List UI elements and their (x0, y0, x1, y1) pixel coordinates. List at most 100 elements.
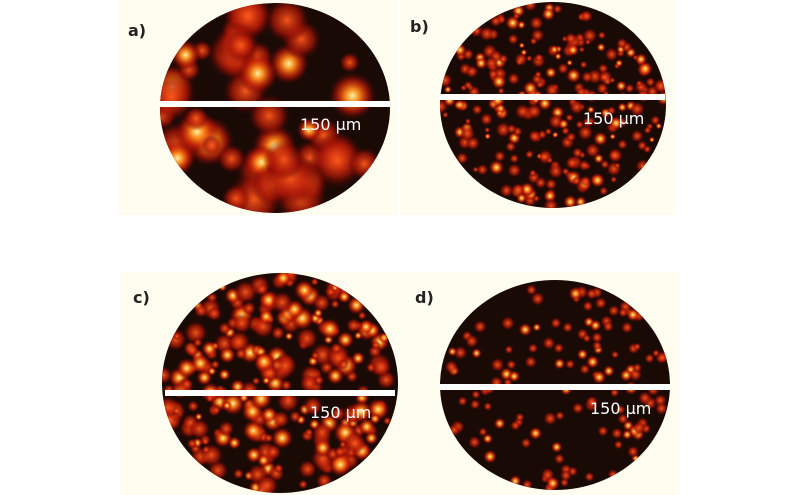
spot (545, 476, 560, 490)
spot (526, 55, 533, 62)
spot (518, 322, 532, 337)
spot (530, 291, 545, 306)
spot (227, 330, 251, 354)
spot (330, 342, 343, 355)
spot (510, 420, 521, 431)
spot (655, 122, 663, 130)
spot (565, 113, 574, 122)
spot (534, 70, 542, 79)
spot (353, 331, 363, 340)
spot (507, 163, 522, 178)
spot (518, 42, 525, 49)
spot (582, 333, 592, 343)
spot (609, 387, 620, 398)
spot (206, 306, 222, 322)
spot (566, 43, 580, 57)
spot (611, 350, 620, 359)
spot (648, 136, 656, 143)
spot (563, 194, 578, 208)
spot (624, 83, 635, 94)
spot (505, 141, 517, 153)
spot (566, 67, 582, 84)
spot (201, 340, 218, 357)
spot (544, 82, 560, 98)
spot (534, 53, 544, 63)
spot (565, 359, 576, 370)
spot (330, 406, 346, 422)
spot (655, 401, 668, 415)
spot (336, 331, 355, 349)
spot (186, 438, 198, 449)
spot (218, 420, 235, 437)
spot (614, 162, 621, 169)
spot (579, 363, 591, 375)
spot (559, 469, 572, 482)
spot (578, 46, 585, 53)
panel: b) 150 µm (400, 0, 675, 215)
spot (193, 338, 203, 348)
spot (528, 129, 541, 143)
spot (303, 396, 323, 416)
spot (326, 367, 344, 385)
spot (543, 198, 559, 208)
spot (562, 321, 574, 333)
spot (319, 318, 341, 340)
spot (515, 412, 525, 422)
spot (489, 15, 502, 28)
spot (183, 105, 209, 131)
spot (565, 156, 579, 170)
spot (274, 273, 292, 287)
spot (621, 321, 634, 334)
scale-bar-label: 150 µm (300, 115, 361, 134)
spot (529, 426, 543, 440)
spot (561, 126, 570, 136)
spot (596, 42, 606, 52)
spot (233, 468, 244, 480)
spot (506, 359, 517, 370)
spot (468, 435, 481, 449)
spot (509, 153, 520, 164)
spot (505, 15, 521, 31)
spot (581, 71, 594, 83)
spot (526, 103, 543, 120)
spot (201, 445, 211, 455)
spot (225, 29, 257, 62)
spot (295, 327, 319, 350)
spot (514, 52, 528, 66)
spot (619, 368, 633, 382)
spot (280, 379, 293, 392)
spot (525, 284, 538, 296)
spot (552, 4, 563, 14)
spot (298, 479, 308, 490)
spot (626, 307, 640, 322)
spot (572, 402, 584, 415)
spot (325, 286, 337, 298)
spot (582, 117, 593, 128)
spot (495, 121, 512, 138)
spot (522, 80, 539, 96)
spot (591, 331, 603, 344)
spot (550, 441, 563, 453)
panel: d) 150 µm (400, 272, 680, 495)
spot (643, 126, 652, 135)
spot (532, 322, 542, 332)
panel: a) 150 µm (118, 0, 398, 215)
spot (253, 351, 275, 372)
spot (484, 56, 499, 71)
panel-label: b) (410, 17, 429, 36)
spot (617, 102, 628, 113)
spot (548, 163, 564, 179)
spot (487, 68, 499, 80)
spot (549, 45, 560, 55)
spot (310, 277, 319, 286)
spot (529, 37, 538, 45)
spot (271, 427, 294, 449)
spot (328, 72, 377, 120)
spot (611, 427, 623, 440)
spot (258, 308, 275, 325)
spot (579, 175, 592, 187)
spot (580, 9, 593, 23)
spot (544, 127, 553, 136)
spot (546, 156, 554, 164)
